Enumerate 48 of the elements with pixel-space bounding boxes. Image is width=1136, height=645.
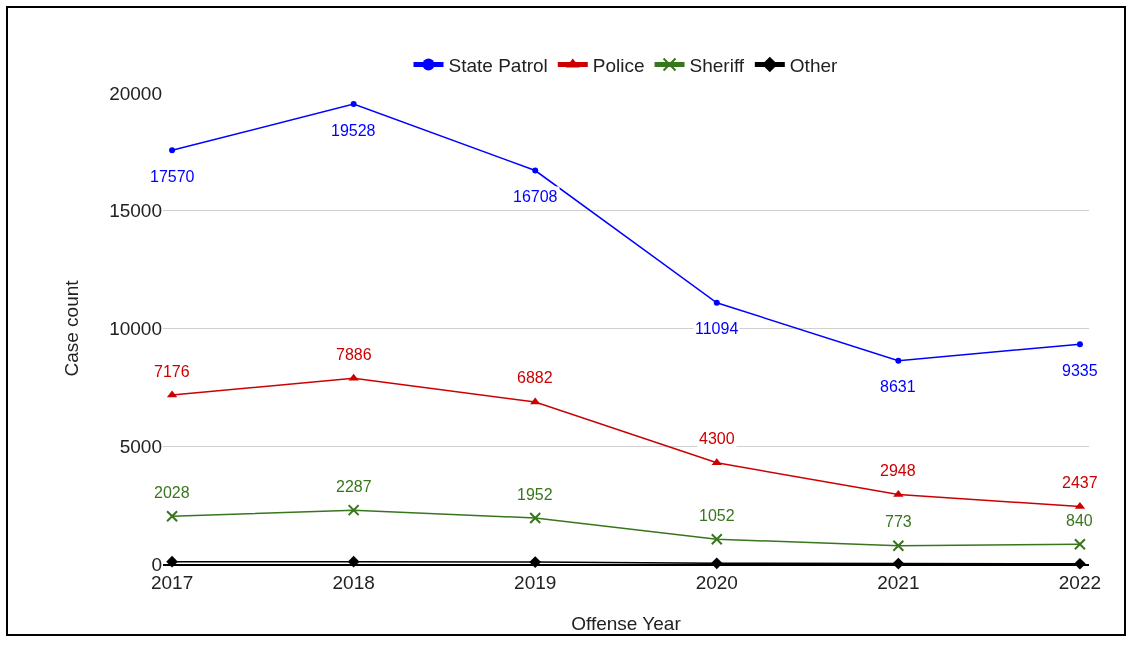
point bbox=[166, 555, 178, 568]
data-label: 17570 bbox=[150, 168, 195, 185]
point bbox=[532, 167, 539, 174]
data-label: 2437 bbox=[1062, 474, 1098, 491]
data-label: 4300 bbox=[699, 430, 735, 447]
data-label: 2948 bbox=[880, 462, 916, 479]
point bbox=[166, 510, 179, 523]
point bbox=[169, 147, 176, 154]
y-tick-label: 20000 bbox=[109, 82, 162, 104]
y-tick-label: 15000 bbox=[109, 200, 162, 222]
point bbox=[347, 504, 360, 517]
data-label: 6882 bbox=[517, 369, 553, 386]
point bbox=[895, 357, 902, 364]
legend-label: Sheriff bbox=[689, 54, 745, 76]
data-label: 8631 bbox=[880, 378, 916, 395]
data-label: 7886 bbox=[336, 346, 372, 363]
legend-label: Other bbox=[789, 54, 839, 76]
point bbox=[892, 539, 905, 552]
data-label: 19528 bbox=[331, 122, 376, 139]
data-label: 9335 bbox=[1062, 362, 1098, 379]
point bbox=[713, 299, 720, 306]
data-label: 773 bbox=[885, 513, 912, 530]
legend-label: State Patrol bbox=[448, 54, 548, 76]
data-label: 11094 bbox=[695, 320, 739, 337]
x-axis-title: Offense Year bbox=[571, 612, 682, 634]
point bbox=[529, 512, 542, 525]
point bbox=[350, 101, 357, 108]
legend-label: Police bbox=[592, 54, 645, 76]
x-tick-label: 2020 bbox=[695, 571, 738, 593]
point bbox=[530, 397, 541, 405]
data-label: 840 bbox=[1066, 512, 1093, 529]
y-axis-title: Case count bbox=[61, 279, 83, 377]
y-tick-label: 5000 bbox=[119, 435, 162, 457]
data-label: 2028 bbox=[154, 484, 190, 501]
x-tick-label: 2018 bbox=[332, 571, 375, 593]
x-tick-label: 2021 bbox=[877, 571, 920, 593]
data-label: 7176 bbox=[154, 363, 190, 380]
y-tick-label: 10000 bbox=[109, 318, 162, 340]
data-label: 2287 bbox=[336, 478, 372, 495]
point bbox=[710, 533, 723, 546]
data-label: 16708 bbox=[513, 188, 558, 205]
data-label: 1952 bbox=[517, 486, 553, 503]
data-label: 1052 bbox=[699, 507, 735, 524]
point bbox=[348, 373, 359, 381]
point bbox=[1073, 538, 1086, 551]
point bbox=[1076, 341, 1083, 348]
x-tick-label: 2019 bbox=[514, 571, 557, 593]
x-tick-label: 2022 bbox=[1058, 571, 1102, 593]
